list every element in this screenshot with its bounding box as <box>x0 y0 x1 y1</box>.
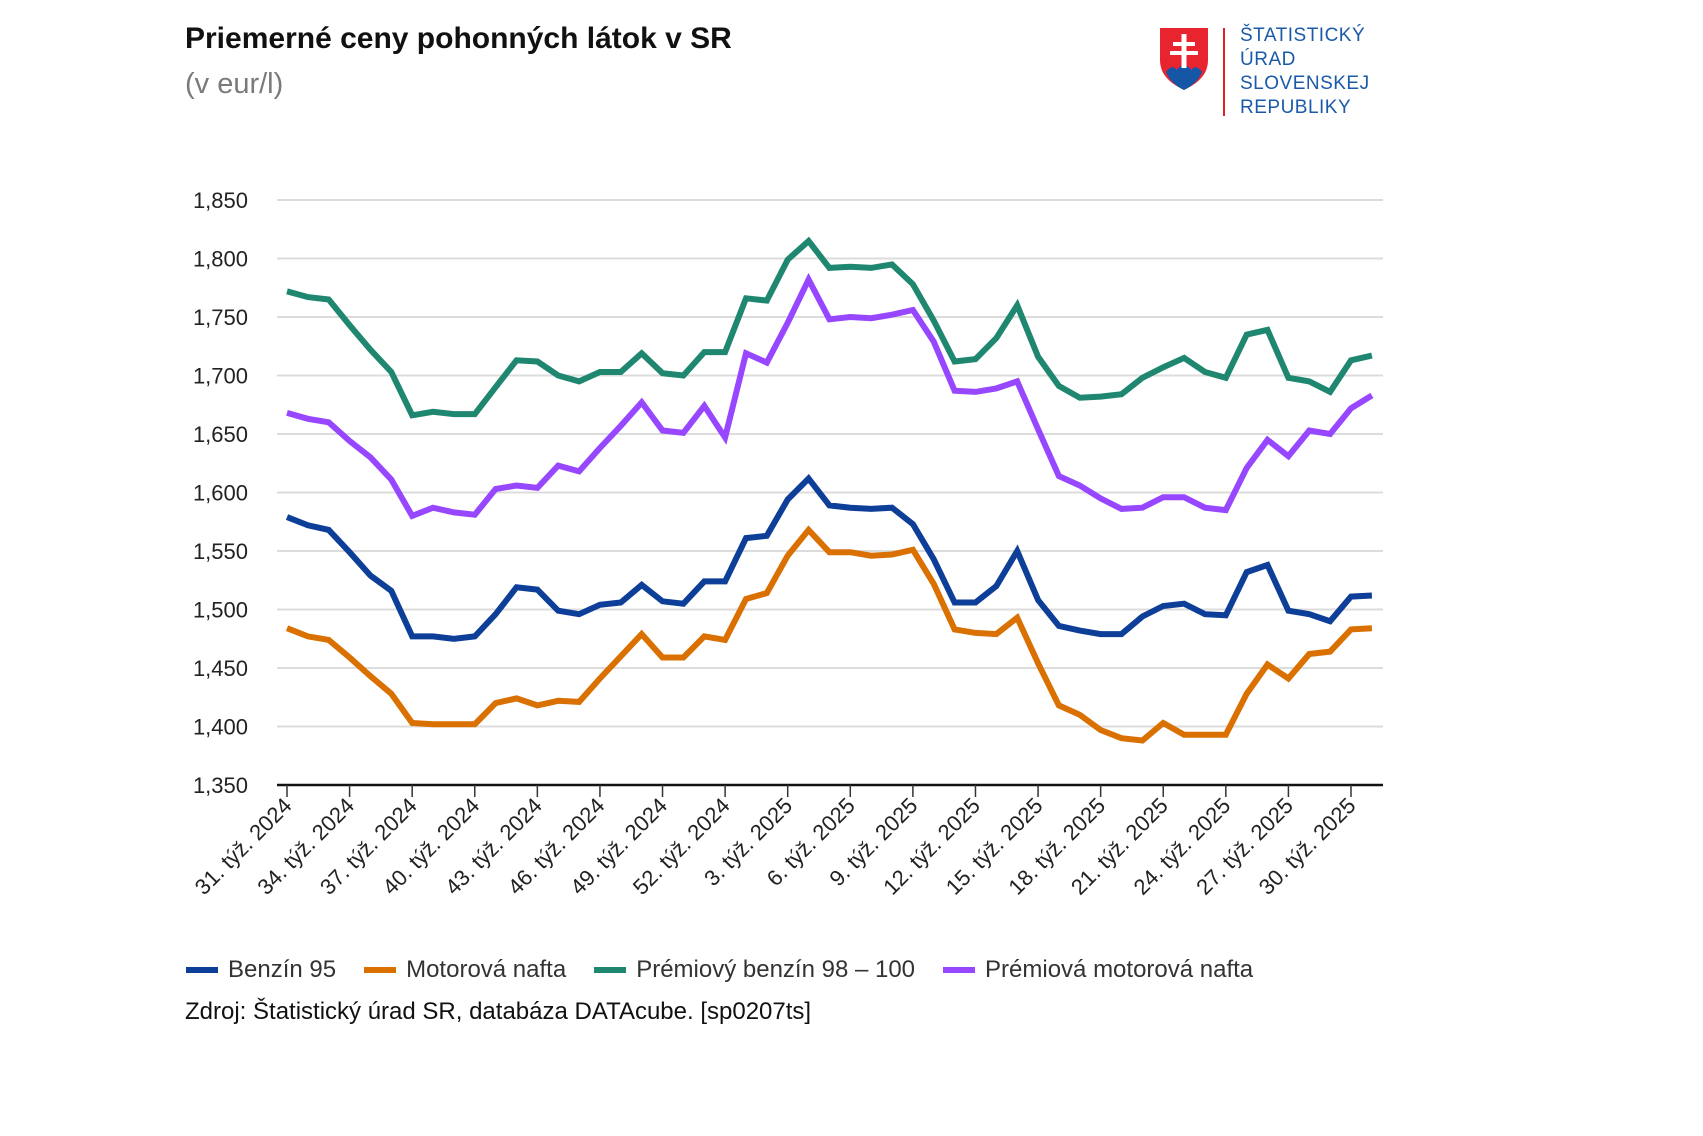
y-tick-label: 1,550 <box>193 539 248 564</box>
y-tick-label: 1,350 <box>193 773 248 798</box>
series-line-1 <box>285 525 1373 744</box>
y-tick-label: 1,450 <box>193 656 248 681</box>
y-tick-label: 1,500 <box>193 598 248 623</box>
series-line-0 <box>285 473 1373 642</box>
y-tick-label: 1,800 <box>193 247 248 272</box>
chart-subtitle: (v eur/l) <box>185 68 284 100</box>
logo-text: ŠTATISTICKÝ ÚRAD SLOVENSKEJ REPUBLIKY <box>1240 24 1370 120</box>
legend-swatch <box>186 967 218 973</box>
legend: Benzín 95 Motorová nafta Prémiový benzín… <box>186 956 1253 984</box>
series-line-2 <box>286 236 1373 419</box>
legend-label: Benzín 95 <box>228 956 337 983</box>
legend-label: Prémiový benzín 98 – 100 <box>636 956 916 983</box>
legend-swatch <box>364 967 397 973</box>
y-tick-label: 1,650 <box>193 422 248 447</box>
legend-item-premiovy-benzin[interactable]: Prémiový benzín 98 – 100 <box>594 956 915 984</box>
legend-label: Prémiová motorová nafta <box>985 956 1254 983</box>
legend-item-premiova-nafta[interactable]: Prémiová motorová nafta <box>943 956 1253 984</box>
logo-line: ÚRAD <box>1240 49 1296 70</box>
y-tick-label: 1,600 <box>193 481 248 506</box>
y-tick-label: 1,700 <box>193 364 248 389</box>
legend-item-benzin-95[interactable]: Benzín 95 <box>186 956 336 984</box>
logo-line: SLOVENSKEJ <box>1240 73 1370 94</box>
slovak-coat-of-arms-icon <box>1160 28 1208 90</box>
legend-swatch <box>943 967 976 973</box>
logo: ŠTATISTICKÝ ÚRAD SLOVENSKEJ REPUBLIKY <box>1158 24 1388 118</box>
source-note: Zdroj: Štatistický úrad SR, databáza DAT… <box>185 998 812 1025</box>
logo-line: ŠTATISTICKÝ <box>1240 25 1366 46</box>
legend-swatch <box>594 967 627 973</box>
y-tick-label: 1,750 <box>193 305 248 330</box>
logo-divider <box>1223 28 1225 116</box>
legend-item-motorova-nafta[interactable]: Motorová nafta <box>364 956 566 984</box>
y-tick-label: 1,400 <box>193 715 248 740</box>
series-line-3 <box>286 272 1374 520</box>
legend-label: Motorová nafta <box>406 956 567 983</box>
y-tick-label: 1,850 <box>193 188 248 213</box>
chart-title: Priemerné ceny pohonných látok v SR <box>185 22 732 55</box>
logo-line: REPUBLIKY <box>1240 97 1352 118</box>
